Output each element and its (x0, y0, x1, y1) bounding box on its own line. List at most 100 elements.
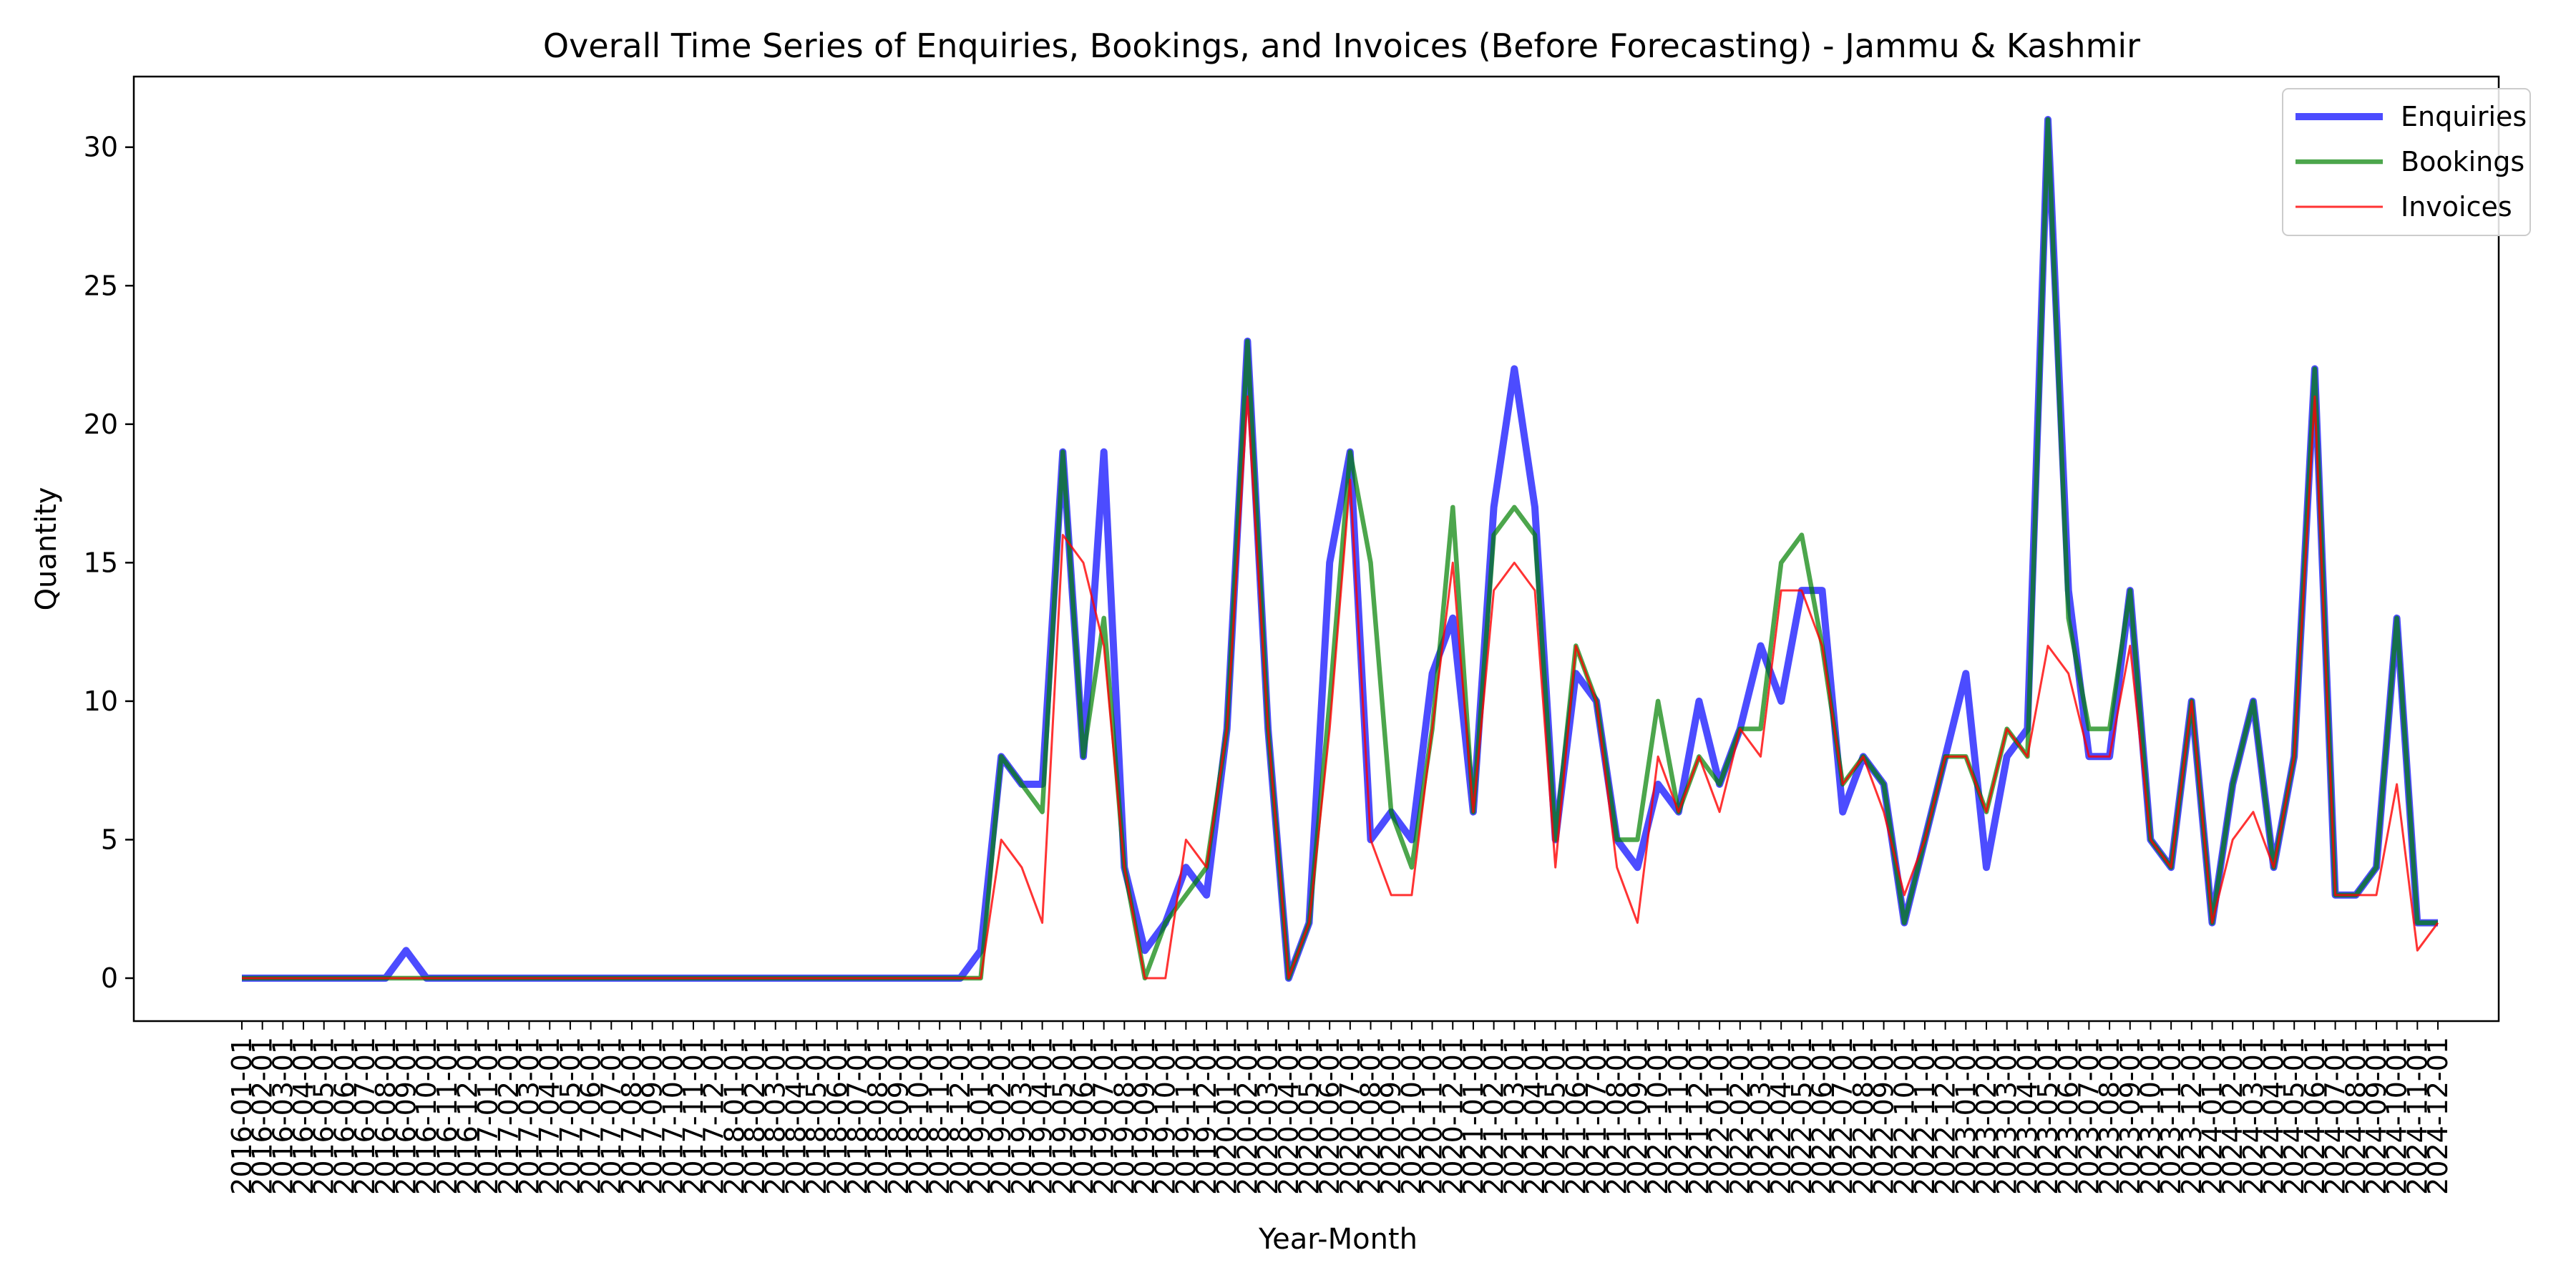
x-tick-label: 2019-09-01 (1129, 1037, 1161, 1195)
x-tick-label: 2019-08-01 (1108, 1037, 1140, 1195)
x-tick-label: 2022-11-01 (1909, 1037, 1941, 1195)
x-tick-label: 2019-04-01 (1027, 1037, 1058, 1195)
x-tick-label: 2020-05-01 (1293, 1037, 1324, 1195)
x-tick-label: 2021-10-01 (1642, 1037, 1674, 1195)
x-tick-label: 2019-05-01 (1047, 1037, 1078, 1195)
x-tick-label: 2023-07-01 (2073, 1037, 2104, 1195)
x-tick-label: 2023-03-01 (1991, 1037, 2023, 1195)
x-tick-label: 2022-01-01 (1704, 1037, 1735, 1195)
x-tick-label: 2021-06-01 (1560, 1037, 1591, 1195)
x-tick-label: 2016-09-01 (390, 1037, 421, 1195)
x-tick-label: 2017-05-01 (555, 1037, 586, 1195)
x-tick-label: 2021-11-01 (1663, 1037, 1694, 1195)
plot-frame (132, 75, 2500, 1023)
x-tick-label: 2016-07-01 (349, 1037, 381, 1195)
x-tick-label: 2019-06-01 (1068, 1037, 1099, 1195)
x-tick-label: 2018-12-01 (945, 1037, 976, 1195)
x-tick-label: 2022-07-01 (1827, 1037, 1858, 1195)
x-tick-label: 2018-01-01 (718, 1037, 750, 1195)
legend-box (2282, 88, 2531, 236)
x-tick-label: 2018-11-01 (924, 1037, 955, 1195)
x-tick-label: 2022-06-01 (1807, 1037, 1838, 1195)
x-tick-label: 2023-10-01 (2135, 1037, 2166, 1195)
x-tick-label: 2023-02-01 (1971, 1037, 2002, 1195)
x-tick-label: 2023-12-01 (2176, 1037, 2207, 1195)
x-tick-label: 2016-12-01 (452, 1037, 484, 1195)
legend-label-invoices: Invoices (2401, 191, 2512, 223)
x-tick-label: 2020-10-01 (1396, 1037, 1428, 1195)
x-tick-label: 2021-09-01 (1621, 1037, 1653, 1195)
chart-title: Overall Time Series of Enquiries, Bookin… (543, 26, 2140, 65)
x-tick-label: 2016-03-01 (267, 1037, 298, 1195)
x-tick-label: 2019-11-01 (1170, 1037, 1201, 1195)
x-tick-label: 2024-11-01 (2401, 1037, 2433, 1195)
x-tick-label: 2020-07-01 (1335, 1037, 1366, 1195)
x-tick-label: 2020-06-01 (1314, 1037, 1345, 1195)
x-tick-label: 2018-05-01 (801, 1037, 832, 1195)
x-tick-label: 2020-01-01 (1211, 1037, 1243, 1195)
x-tick-label: 2018-08-01 (862, 1037, 894, 1195)
x-tick-label: 2023-05-01 (2032, 1037, 2064, 1195)
x-tick-label: 2017-08-01 (616, 1037, 648, 1195)
x-tick-label: 2023-08-01 (2094, 1037, 2125, 1195)
x-tick-label: 2021-01-01 (1458, 1037, 1489, 1195)
x-tick-label: 2016-06-01 (328, 1037, 360, 1195)
x-tick-label: 2024-02-01 (2217, 1037, 2248, 1195)
y-tick-label: 5 (101, 824, 118, 855)
x-tick-label: 2019-10-01 (1150, 1037, 1181, 1195)
x-tick-label: 2018-06-01 (821, 1037, 853, 1195)
legend: Enquiries Bookings Invoices (2282, 88, 2531, 236)
x-tick-label: 2024-12-01 (2422, 1037, 2454, 1195)
x-tick-label: 2024-09-01 (2361, 1037, 2392, 1195)
x-tick-label: 2016-01-01 (226, 1037, 258, 1195)
plot-area (242, 116, 2439, 982)
x-tick-label: 2016-05-01 (308, 1037, 340, 1195)
x-tick-label: 2019-07-01 (1088, 1037, 1120, 1195)
x-tick-label: 2017-07-01 (595, 1037, 627, 1195)
x-tick-label: 2020-11-01 (1417, 1037, 1448, 1195)
y-tick-label: 25 (84, 270, 118, 301)
x-tick-label: 2021-07-01 (1581, 1037, 1612, 1195)
x-tick-label: 2018-09-01 (883, 1037, 914, 1195)
x-tick-label: 2017-02-01 (493, 1037, 525, 1195)
x-tick-label: 2022-02-01 (1724, 1037, 1756, 1195)
x-tick-label: 2022-10-01 (1888, 1037, 1920, 1195)
x-tick-label: 2023-04-01 (2011, 1037, 2043, 1195)
x-tick-label: 2024-05-01 (2278, 1037, 2310, 1195)
x-tick-label: 2021-12-01 (1683, 1037, 1714, 1195)
x-tick-label: 2023-01-01 (1950, 1037, 1981, 1195)
x-tick-label: 2020-08-01 (1355, 1037, 1387, 1195)
x-tick-label: 2021-04-01 (1519, 1037, 1551, 1195)
x-tick-label: 2019-03-01 (1006, 1037, 1038, 1195)
x-tick-label: 2017-12-01 (698, 1037, 730, 1195)
x-tick-label: 2017-01-01 (472, 1037, 504, 1195)
x-tick-label: 2023-06-01 (2053, 1037, 2084, 1195)
x-axis-label: Year-Month (1258, 1223, 1418, 1256)
y-tick-label: 30 (84, 132, 118, 163)
x-tick-label: 2016-04-01 (288, 1037, 319, 1195)
x-tick-label: 2023-09-01 (2114, 1037, 2146, 1195)
x-tick-label: 2024-10-01 (2381, 1037, 2413, 1195)
legend-label-enquiries: Enquiries (2401, 101, 2527, 132)
x-tick-label: 2024-07-01 (2320, 1037, 2351, 1195)
x-tick-label: 2017-06-01 (575, 1037, 607, 1195)
x-tick-label: 2022-09-01 (1868, 1037, 1900, 1195)
x-tick-label: 2018-02-01 (739, 1037, 771, 1195)
legend-label-bookings: Bookings (2401, 146, 2524, 177)
y-tick-label: 0 (101, 962, 118, 994)
x-tick-label: 2019-02-01 (985, 1037, 1017, 1195)
x-tick-label: 2022-05-01 (1786, 1037, 1818, 1195)
x-tick-label: 2021-08-01 (1601, 1037, 1633, 1195)
x-tick-label: 2021-03-01 (1498, 1037, 1530, 1195)
x-tick-label: 2022-12-01 (1930, 1037, 1961, 1195)
x-tick-label: 2023-11-01 (2155, 1037, 2187, 1195)
x-tick-label: 2024-08-01 (2340, 1037, 2371, 1195)
y-tick-label: 15 (84, 547, 118, 578)
x-tick-label: 2016-10-01 (411, 1037, 442, 1195)
x-tick-label: 2019-01-01 (965, 1037, 997, 1195)
y-axis-label: Quantity (30, 487, 63, 611)
x-tick-label: 2018-10-01 (904, 1037, 935, 1195)
x-tick-label: 2017-04-01 (534, 1037, 565, 1195)
